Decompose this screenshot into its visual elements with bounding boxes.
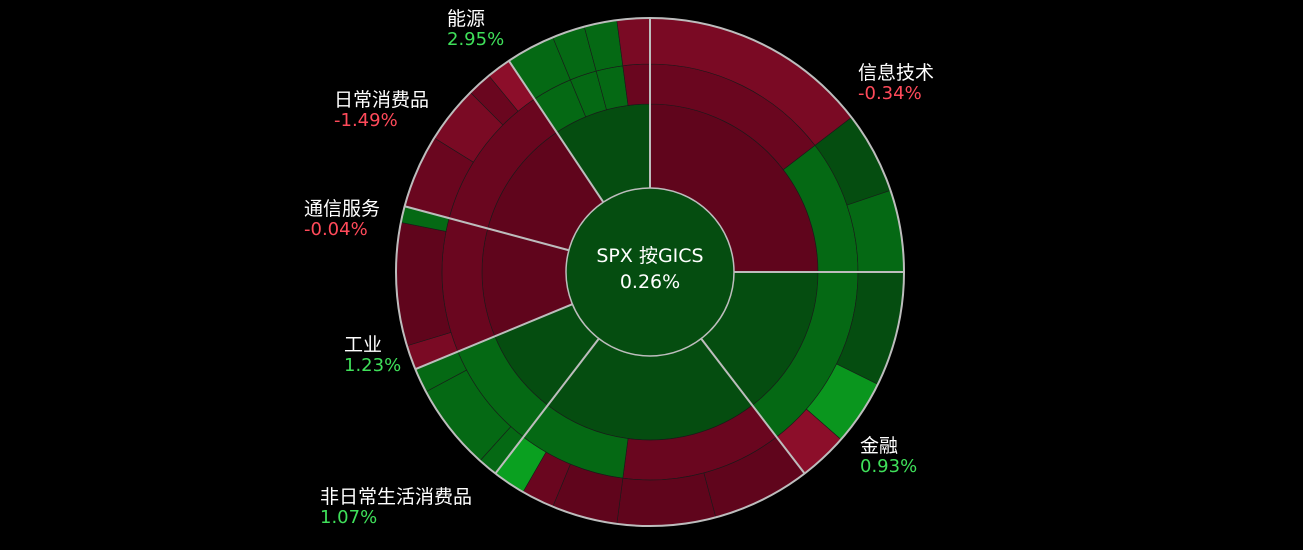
sector-name: 日常消费品 — [334, 89, 430, 111]
sector-name: 金融 — [860, 435, 899, 457]
sector-divider — [414, 303, 573, 371]
sector-label-communication[interactable]: 通信服务 -0.04% — [304, 198, 380, 240]
sector-change: 2.95% — [447, 29, 505, 50]
sector-label-consumer-discretionary[interactable]: 非日常生活消费品 1.07% — [320, 486, 472, 528]
sector-name: 工业 — [344, 334, 383, 356]
sector-change: -0.34% — [858, 83, 922, 104]
center-label: SPX 按GICS 0.26% — [570, 243, 730, 295]
sector-change: 1.23% — [344, 355, 402, 376]
sector-label-consumer-staples[interactable]: 日常消费品 -1.49% — [334, 89, 429, 131]
center-title: SPX 按GICS — [596, 245, 704, 267]
center-value: 0.26% — [619, 271, 681, 293]
sector-divider — [508, 60, 605, 203]
stock-slice[interactable] — [616, 472, 717, 527]
sector-change: 1.07% — [320, 507, 378, 528]
sector-label-industrials[interactable]: 工业 1.23% — [344, 334, 401, 376]
sector-divider — [404, 205, 570, 252]
sector-name: 非日常生活消费品 — [320, 486, 473, 508]
outer-ring — [395, 17, 905, 527]
sector-divider — [700, 338, 806, 475]
stock-slice[interactable] — [616, 17, 651, 67]
sector-name: 能源 — [447, 8, 486, 30]
sector-change: 0.93% — [860, 456, 918, 477]
sector-name: 通信服务 — [304, 198, 381, 220]
center-circle — [565, 187, 735, 357]
sector-label-it[interactable]: 信息技术 -0.34% — [858, 62, 934, 104]
sector-divider — [494, 338, 600, 475]
sector-label-financials[interactable]: 金融 0.93% — [860, 435, 917, 477]
sector-change: -1.49% — [334, 110, 398, 131]
sector-name: 信息技术 — [858, 62, 935, 84]
sector-change: -0.04% — [304, 219, 368, 240]
sector-label-energy[interactable]: 能源 2.95% — [447, 8, 504, 50]
